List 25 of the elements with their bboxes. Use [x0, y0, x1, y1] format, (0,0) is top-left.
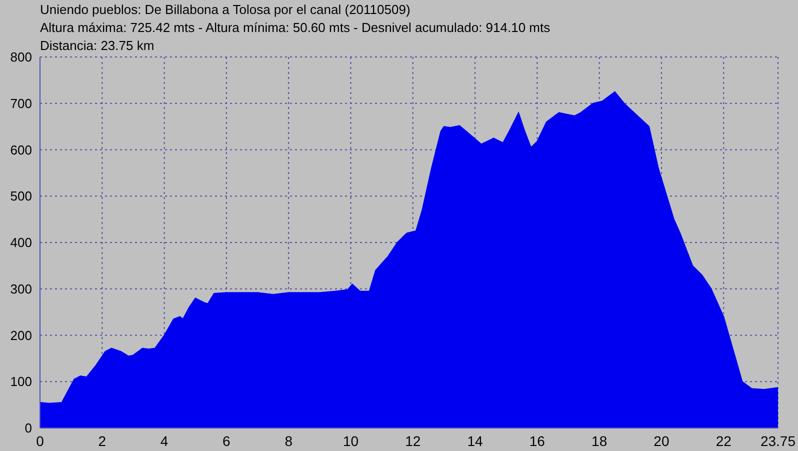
chart-title: Uniendo pueblos: De Billabona a Tolosa por el canal (20110509)	[40, 1, 412, 19]
x-tick-label: 18	[592, 432, 608, 449]
y-tick-label: 300	[10, 281, 32, 296]
y-tick-label: 100	[10, 374, 32, 390]
y-tick-label: 800	[10, 50, 32, 65]
x-tick-label: 14	[467, 432, 484, 449]
x-tick-label: 10	[342, 432, 359, 449]
text: Distancia: 23.75 km	[40, 37, 156, 55]
x-tick-label: 12	[405, 432, 421, 449]
x-tick-label: 23.75	[760, 432, 796, 449]
x-tick-label: 4	[160, 432, 168, 449]
y-tick-label: 200	[10, 328, 32, 343]
x-tick-label: 2	[98, 432, 106, 449]
y-tick-label: 700	[10, 96, 32, 111]
y-tick-label: 400	[10, 235, 32, 250]
y-tick-label: 0	[24, 420, 32, 436]
y-tick-label: 500	[10, 188, 32, 204]
x-tick-label: 22	[716, 432, 732, 449]
x-tick-label: 16	[529, 432, 546, 449]
x-tick-label: 6	[222, 432, 231, 449]
x-tick-label: 8	[284, 432, 293, 449]
chart-subtitle: Altura máxima: 725.42 mts - Altura mínima: 50.60 mts - Desnivel acumulado: 914.10 mts	[40, 19, 550, 37]
x-tick-label: 20	[654, 432, 670, 449]
x-tick-label: 0	[36, 432, 44, 449]
y-tick-label: 600	[10, 142, 32, 158]
